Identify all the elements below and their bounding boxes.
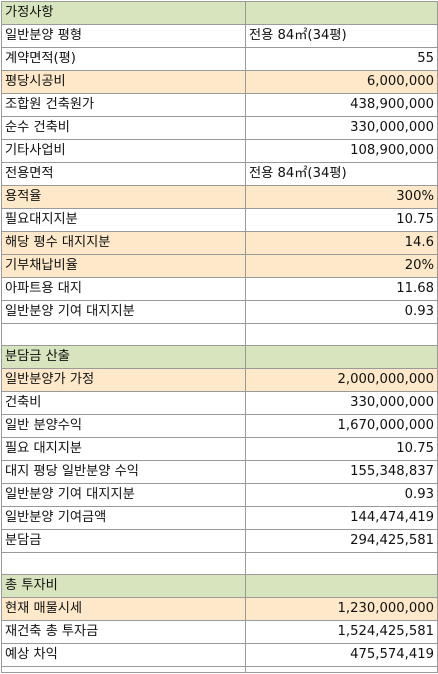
table-row: 일반분양 기여 대지지분 0.93 bbox=[1, 300, 438, 324]
row-label-cell[interactable]: 해당 평수 대지지분 bbox=[1, 231, 246, 255]
row-value-cell[interactable]: 1,524,425,581 bbox=[245, 620, 438, 644]
row-value-cell[interactable]: 330,000,000 bbox=[245, 116, 438, 140]
empty-cell[interactable] bbox=[1, 552, 246, 575]
row-value-cell[interactable]: 155,348,837 bbox=[245, 460, 438, 484]
row-value-cell[interactable]: 20% bbox=[245, 254, 438, 278]
row-label-cell[interactable]: 일반분양가 가정 bbox=[1, 368, 246, 392]
table-row: 재건축 총 투자금 1,524,425,581 bbox=[1, 620, 438, 644]
row-value-cell[interactable]: 0.93 bbox=[245, 300, 438, 324]
table-row: 필요 대지지분 10.75 bbox=[1, 437, 438, 461]
section-title[interactable]: 가정사항 bbox=[1, 1, 246, 25]
row-value-cell[interactable]: 144,474,419 bbox=[245, 506, 438, 530]
row-label-cell[interactable]: 전용면적 bbox=[1, 162, 246, 186]
table-row: 기부채납비율 20% bbox=[1, 254, 438, 278]
table-row: 일반분양 기여 대지지분 0.93 bbox=[1, 483, 438, 507]
table-row: 전용면적 전용 84㎡(34평) bbox=[1, 162, 438, 186]
row-label-cell[interactable]: 아파트용 대지 bbox=[1, 277, 246, 301]
table-row: 계약면적(평) 55 bbox=[1, 47, 438, 71]
row-label-cell[interactable]: 일반분양 기여 대지지분 bbox=[1, 300, 246, 324]
row-label-cell[interactable]: 조합원 건축원가 bbox=[1, 93, 246, 117]
row-label-cell[interactable]: 분담금 bbox=[1, 529, 246, 553]
empty-cell[interactable] bbox=[245, 552, 438, 575]
row-label-cell[interactable]: 재건축 총 투자금 bbox=[1, 620, 246, 644]
row-value-cell[interactable]: 55 bbox=[245, 47, 438, 71]
table-row: 조합원 건축원가 438,900,000 bbox=[1, 93, 438, 117]
row-value-cell[interactable]: 14.6 bbox=[245, 231, 438, 255]
row-value-cell[interactable]: 2,000,000,000 bbox=[245, 368, 438, 392]
row-label-cell[interactable]: 필요 대지지분 bbox=[1, 437, 246, 461]
table-row: 일반 분양수익 1,670,000,000 bbox=[1, 414, 438, 438]
row-value-cell[interactable]: 294,425,581 bbox=[245, 529, 438, 553]
empty-cell[interactable] bbox=[245, 666, 438, 673]
row-value-cell[interactable]: 330,000,000 bbox=[245, 391, 438, 415]
table-row: 분담금 294,425,581 bbox=[1, 529, 438, 553]
table-row: 일반분양 기여금액 144,474,419 bbox=[1, 506, 438, 530]
table-row: 현재 매물시세 1,230,000,000 bbox=[1, 597, 438, 621]
table-row: 평당시공비 6,000,000 bbox=[1, 70, 438, 94]
row-label-cell[interactable]: 용적율 bbox=[1, 185, 246, 209]
table-row: 일반분양가 가정 2,000,000,000 bbox=[1, 368, 438, 392]
row-value-cell[interactable]: 475,574,419 bbox=[245, 643, 438, 667]
row-label-cell[interactable]: 순수 건축비 bbox=[1, 116, 246, 140]
table-row: 용적율 300% bbox=[1, 185, 438, 209]
row-value-cell[interactable]: 6,000,000 bbox=[245, 70, 438, 94]
blank-row bbox=[1, 552, 438, 575]
row-label-cell[interactable]: 필요대지지분 bbox=[1, 208, 246, 232]
section-header-row: 가정사항 bbox=[1, 1, 438, 25]
row-value-cell[interactable]: 300% bbox=[245, 185, 438, 209]
row-label-cell[interactable]: 계약면적(평) bbox=[1, 47, 246, 71]
table-row: 순수 건축비 330,000,000 bbox=[1, 116, 438, 140]
section-header-empty-cell[interactable] bbox=[245, 345, 438, 369]
row-value-cell[interactable]: 10.75 bbox=[245, 437, 438, 461]
row-label-cell[interactable]: 일반 분양수익 bbox=[1, 414, 246, 438]
table-row: 대지 평당 일반분양 수익 155,348,837 bbox=[1, 460, 438, 484]
row-label-cell[interactable]: 일반분양 평형 bbox=[1, 24, 246, 48]
section-title[interactable]: 분담금 산출 bbox=[1, 345, 246, 369]
row-value-cell[interactable]: 전용 84㎡(34평) bbox=[245, 24, 438, 48]
row-value-cell[interactable]: 438,900,000 bbox=[245, 93, 438, 117]
blank-row bbox=[1, 323, 438, 346]
row-label-cell[interactable]: 건축비 bbox=[1, 391, 246, 415]
section-header-empty-cell[interactable] bbox=[245, 574, 438, 598]
empty-cell[interactable] bbox=[1, 323, 246, 346]
row-value-cell[interactable]: 1,230,000,000 bbox=[245, 597, 438, 621]
row-label-cell[interactable]: 평당시공비 bbox=[1, 70, 246, 94]
table-row: 일반분양 평형 전용 84㎡(34평) bbox=[1, 24, 438, 48]
row-label-cell[interactable]: 일반분양 기여금액 bbox=[1, 506, 246, 530]
row-value-cell[interactable]: 전용 84㎡(34평) bbox=[245, 162, 438, 186]
row-label-cell[interactable]: 일반분양 기여 대지지분 bbox=[1, 483, 246, 507]
row-label-cell[interactable]: 기부채납비율 bbox=[1, 254, 246, 278]
section-header-row: 분담금 산출 bbox=[1, 345, 438, 369]
table-row: 예상 차익 475,574,419 bbox=[1, 643, 438, 667]
table-row: 기타사업비 108,900,000 bbox=[1, 139, 438, 163]
empty-cell[interactable] bbox=[1, 666, 246, 673]
row-label-cell[interactable]: 현재 매물시세 bbox=[1, 597, 246, 621]
row-value-cell[interactable]: 11.68 bbox=[245, 277, 438, 301]
blank-row bbox=[1, 666, 438, 673]
row-value-cell[interactable]: 0.93 bbox=[245, 483, 438, 507]
table-row: 필요대지지분 10.75 bbox=[1, 208, 438, 232]
row-label-cell[interactable]: 대지 평당 일반분양 수익 bbox=[1, 460, 246, 484]
empty-cell[interactable] bbox=[245, 323, 438, 346]
section-header-row: 총 투자비 bbox=[1, 574, 438, 598]
section-title[interactable]: 총 투자비 bbox=[1, 574, 246, 598]
row-value-cell[interactable]: 10.75 bbox=[245, 208, 438, 232]
row-label-cell[interactable]: 예상 차익 bbox=[1, 643, 246, 667]
section-header-empty-cell[interactable] bbox=[245, 1, 438, 25]
table-row: 아파트용 대지 11.68 bbox=[1, 277, 438, 301]
row-label-cell[interactable]: 기타사업비 bbox=[1, 139, 246, 163]
row-value-cell[interactable]: 108,900,000 bbox=[245, 139, 438, 163]
row-value-cell[interactable]: 1,670,000,000 bbox=[245, 414, 438, 438]
table-row: 해당 평수 대지지분 14.6 bbox=[1, 231, 438, 255]
table-row: 건축비 330,000,000 bbox=[1, 391, 438, 415]
